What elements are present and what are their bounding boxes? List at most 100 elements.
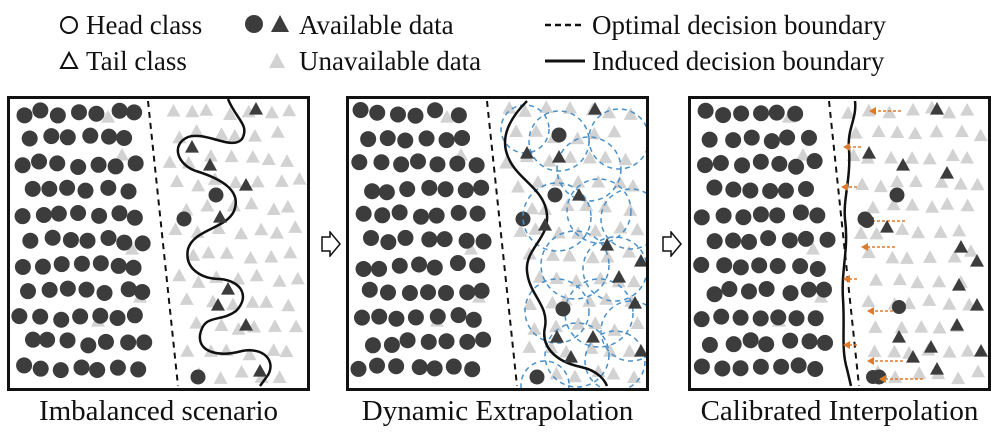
- head-class-point: [125, 259, 142, 276]
- available-tail-point: [612, 270, 626, 283]
- extrapolation-circle: [540, 230, 610, 300]
- unavailable-tail-point: [179, 292, 194, 305]
- head-class-point: [450, 307, 467, 324]
- unavailable-tail-point: [549, 366, 564, 380]
- head-class-point: [815, 281, 832, 298]
- available-tail-point: [185, 140, 199, 153]
- unavailable-tail-point: [892, 272, 907, 286]
- unavailable-tail-point: [970, 177, 985, 191]
- extrapolation-circle: [520, 360, 570, 388]
- unavailable-tail-point: [591, 174, 606, 188]
- head-class-point: [373, 154, 390, 171]
- head-class-point: [773, 358, 790, 375]
- head-class-point: [20, 283, 37, 300]
- available-tail-point: [550, 330, 564, 343]
- unavailable-tail-point: [861, 245, 876, 259]
- unavailable-tail-point: [214, 318, 229, 331]
- head-class-point: [758, 280, 775, 297]
- head-class-point: [752, 358, 769, 375]
- unavailable-tail-point: [861, 294, 876, 308]
- unavailable-tail-point: [172, 130, 187, 144]
- head-class-point: [109, 310, 126, 327]
- head-class-point: [721, 281, 738, 298]
- unavailable-tail-point: [115, 148, 129, 161]
- unavailable-tail-point: [226, 198, 241, 212]
- head-class-point: [388, 358, 405, 375]
- head-class-point: [743, 129, 760, 146]
- head-class-point: [96, 284, 113, 301]
- panel-imbalanced: [7, 96, 310, 391]
- head-class-point: [89, 362, 106, 379]
- unavailable-tail-point: [908, 126, 923, 140]
- unavailable-tail-point: [606, 366, 621, 380]
- legend-tail-class: Tail class: [86, 46, 187, 76]
- unavailable-tail-point: [523, 297, 538, 310]
- head-class-point: [418, 130, 435, 147]
- head-class-point: [24, 180, 41, 197]
- unavailable-tail-point: [211, 221, 226, 235]
- unavailable-tail-point: [249, 268, 264, 282]
- unavailable-tail-point: [250, 174, 265, 188]
- unavailable-tail-point: [582, 150, 597, 164]
- head-class-point: [819, 231, 836, 248]
- unavailable-tail-point: [242, 347, 257, 361]
- head-class-point: [78, 281, 95, 298]
- head-class-point: [715, 207, 732, 224]
- head-class-point: [438, 132, 455, 149]
- available-tail-point: [924, 340, 938, 353]
- unavailable-tail-point: [191, 178, 206, 192]
- unavailable-tail-point: [545, 248, 560, 261]
- unavailable-tail-point: [266, 202, 281, 216]
- head-class-point: [753, 105, 770, 122]
- unavailable-tail-point: [922, 151, 937, 165]
- unavailable-tail-point: [274, 174, 289, 187]
- unavailable-tail-point: [914, 320, 929, 333]
- head-class-point: [53, 311, 70, 328]
- unavailable-tail-point: [963, 244, 978, 257]
- unavailable-tail-point: [224, 149, 239, 163]
- unavailable-tail-point: [960, 103, 975, 116]
- unavailable-tail-point: [947, 249, 962, 263]
- head-class-point: [438, 285, 455, 302]
- unavailable-tail-point: [283, 245, 298, 259]
- unavailable-tail-point: [168, 222, 183, 235]
- head-class-point: [697, 102, 714, 119]
- available-tail-point: [221, 282, 235, 295]
- head-class-point: [770, 309, 787, 326]
- head-class-point: [11, 308, 28, 325]
- unavailable-tail-point: [234, 226, 249, 240]
- head-class-point: [14, 208, 31, 225]
- head-class-point: [715, 107, 732, 124]
- head-class-point: [788, 310, 805, 327]
- unavailable-tail-point: [626, 370, 641, 384]
- head-class-point: [790, 357, 807, 374]
- head-class-point: [777, 182, 794, 199]
- head-class-point: [393, 156, 410, 173]
- unavailable-tail-point: [219, 246, 234, 259]
- head-class-point: [126, 209, 143, 226]
- unavailable-tail-point: [622, 344, 637, 357]
- head-class-point: [779, 129, 796, 146]
- head-class-point: [399, 181, 416, 198]
- unavailable-tail-point: [243, 250, 258, 264]
- head-class-point: [458, 232, 475, 249]
- unavailable-tail-point: [267, 319, 282, 332]
- head-class-point: [92, 255, 109, 272]
- unavailable-tail-point: [598, 199, 613, 213]
- unavailable-tail-point: [199, 103, 214, 116]
- unavailable-tail-point: [861, 103, 876, 117]
- unavailable-tail-point: [887, 344, 902, 358]
- unavailable-tail-point: [886, 197, 901, 211]
- legend-optimal-boundary: Optimal decision boundary: [592, 10, 886, 40]
- unavailable-tail-point: [599, 292, 614, 305]
- unavailable-tail-point: [932, 320, 947, 334]
- unavailable-tail-point: [585, 250, 600, 264]
- head-class-point: [712, 155, 729, 172]
- filled-triangle-icon: [271, 15, 289, 32]
- available-tail-point: [588, 102, 602, 115]
- head-class-point: [59, 129, 76, 146]
- unavailable-tail-point: [796, 148, 810, 161]
- calibration-arrow-head: [841, 183, 848, 191]
- head-class-point: [363, 229, 380, 246]
- unavailable-tail-point: [905, 197, 920, 211]
